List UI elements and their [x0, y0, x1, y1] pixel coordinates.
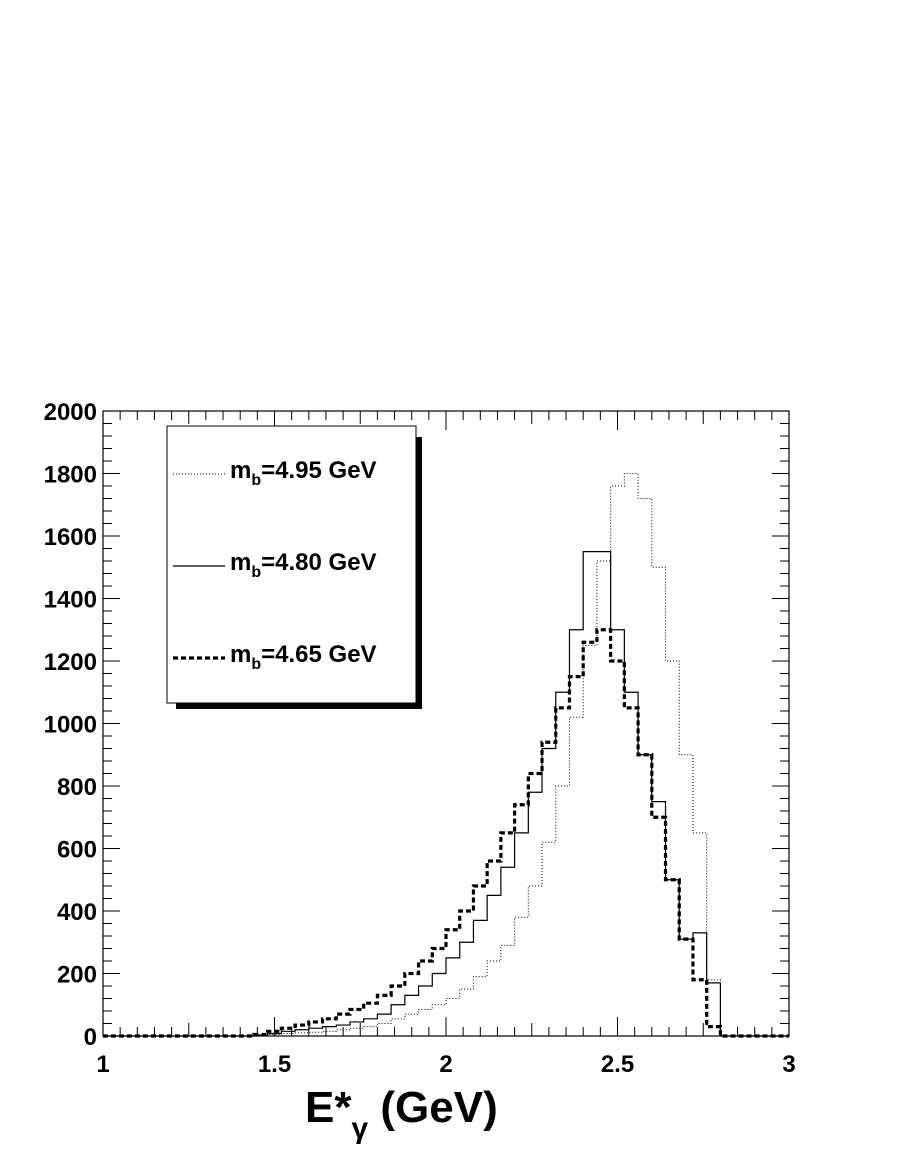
y-tick-label: 1200: [44, 649, 97, 676]
series-line-dotted: [103, 473, 789, 1037]
y-tick-label: 1800: [44, 462, 97, 489]
series-line-dashed: [103, 628, 789, 1038]
y-tick-label: 800: [57, 774, 97, 801]
y-tick-label: 0: [84, 1024, 97, 1051]
y-tick-label: 200: [57, 962, 97, 989]
legend-label-1: mb=4.95 GeV: [230, 457, 377, 489]
x-tick-label: 1.5: [258, 1051, 291, 1078]
legend: mb=4.95 GeV mb=4.80 GeV mb=4.65 GeV: [166, 425, 422, 709]
y-tick-label: 2000: [44, 399, 97, 426]
y-tick-label: 1600: [44, 524, 97, 551]
y-tick-label: 1400: [44, 587, 97, 614]
legend-label-2: mb=4.80 GeV: [230, 549, 377, 581]
y-tick-labels: 0 200 400 600 800 1000 1200 1400 1600 1800 2000: [44, 399, 97, 1051]
y-tick-label: 1000: [44, 712, 97, 739]
x-tick-label: 1: [96, 1051, 109, 1078]
legend-label-3: mb=4.65 GeV: [230, 641, 377, 673]
x-tick-label: 3: [782, 1051, 795, 1078]
histogram-series: [103, 473, 789, 1038]
series-line-solid: [103, 551, 789, 1037]
x-tick-label: 2: [439, 1051, 452, 1078]
x-axis-label: E*γ (GeV): [305, 1083, 498, 1145]
y-tick-label: 600: [57, 837, 97, 864]
x-tick-label: 2.5: [601, 1051, 634, 1078]
x-tick-labels: 1 1.5 2 2.5 3: [96, 1051, 795, 1078]
y-tick-label: 400: [57, 899, 97, 926]
